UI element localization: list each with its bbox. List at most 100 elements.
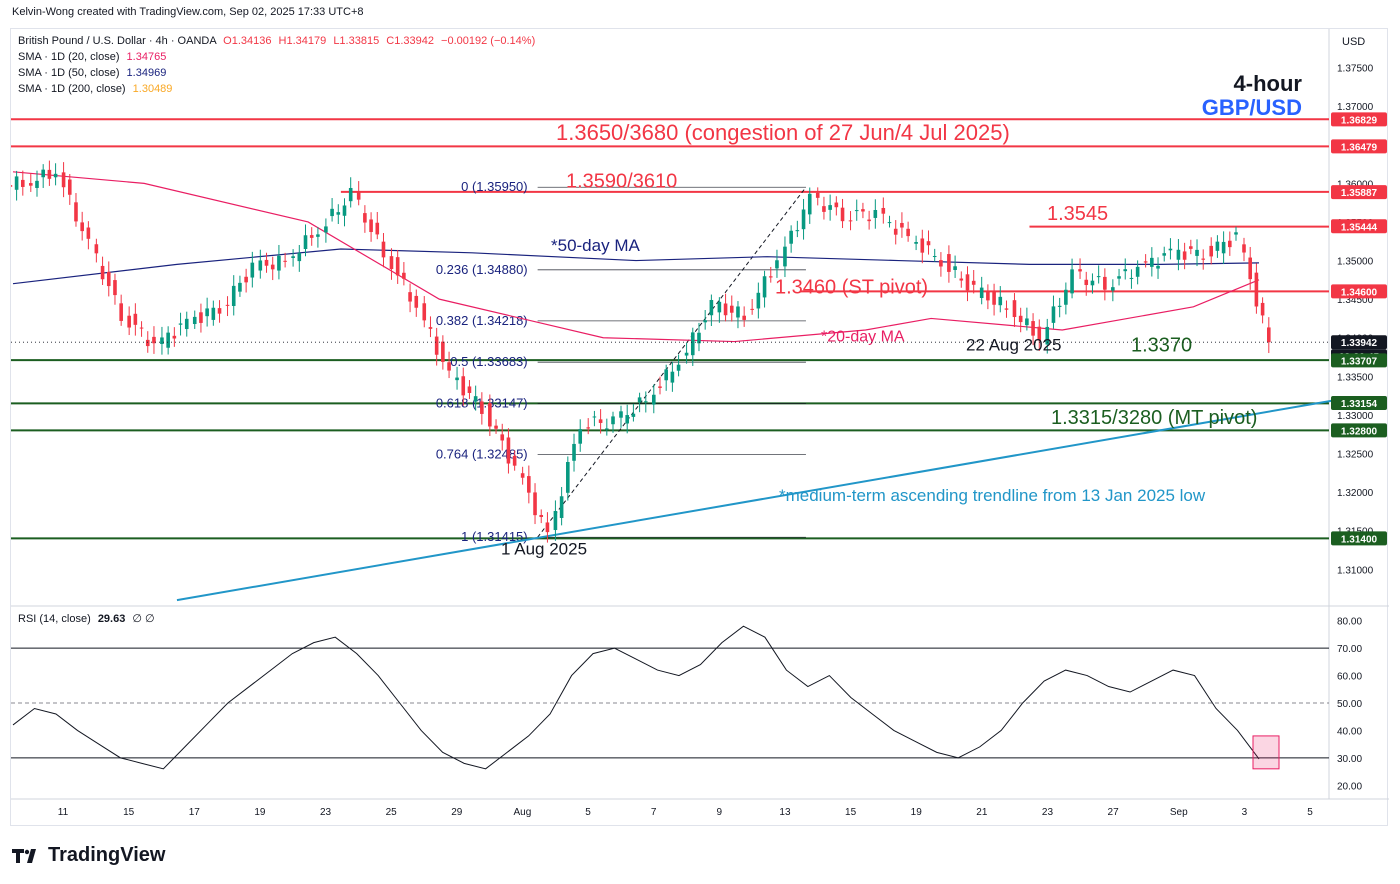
tradingview-logo-icon	[12, 848, 36, 863]
candle-body	[703, 320, 707, 323]
candle-body	[61, 172, 66, 188]
candle-body	[1045, 326, 1050, 345]
price-badge	[1331, 423, 1387, 438]
candle-body	[447, 362, 451, 371]
candle-body	[768, 276, 773, 278]
candle-body	[172, 335, 177, 339]
candle-body	[106, 271, 111, 287]
candle-body	[854, 210, 859, 212]
candle-body	[480, 401, 484, 414]
candle-body	[840, 207, 845, 222]
rsi-line	[12, 625, 1260, 770]
time-tick-label: 19	[911, 807, 923, 818]
candle-body	[494, 425, 498, 429]
candle-body	[598, 419, 603, 423]
price-tick-label: 1.36000	[1337, 179, 1374, 190]
candle-body	[1051, 306, 1056, 323]
price-chart[interactable]: 1.375001.370001.360001.355001.350001.345…	[11, 29, 1389, 827]
candle-body	[697, 332, 701, 344]
price-badge	[1331, 219, 1387, 234]
candle-body	[756, 292, 761, 309]
candle-body	[1117, 276, 1121, 279]
candle-body	[1209, 245, 1214, 257]
sma200-label: SMA · 1D (200, close)	[18, 83, 126, 95]
candle-body	[291, 256, 295, 259]
candle-body	[11, 185, 13, 187]
currency-label[interactable]: USD	[1342, 36, 1366, 48]
candle-body	[1025, 318, 1029, 326]
candle-body	[100, 265, 105, 280]
time-tick-label: 27	[1108, 807, 1120, 818]
candle-body	[926, 241, 931, 246]
time-tick-label: 17	[189, 807, 201, 818]
candle-body	[28, 183, 33, 186]
candle-body	[1004, 308, 1009, 310]
candle-body	[238, 282, 242, 292]
timeframe-block: 4-hour GBP/USD	[1202, 72, 1302, 120]
candle-body	[1103, 276, 1107, 290]
price-tick-label: 1.33500	[1337, 372, 1374, 383]
time-tick-label: 15	[845, 807, 857, 818]
st-pivot-annotation: 1.3460 (ST pivot)	[775, 276, 928, 298]
price-badge	[1331, 353, 1387, 368]
ohlc-legend: British Pound / U.S. Dollar · 4h · OANDA…	[18, 33, 535, 49]
candle-body	[971, 280, 976, 285]
candle-body	[783, 246, 787, 267]
candle-body	[178, 323, 183, 325]
candle-body	[14, 176, 19, 190]
symbol-label: British Pound / U.S. Dollar · 4h · OANDA	[18, 35, 217, 47]
candle-body	[211, 307, 216, 320]
candle-body	[1242, 244, 1246, 253]
candle-body	[953, 266, 957, 271]
candle-body	[959, 278, 964, 281]
candle-body	[316, 234, 320, 237]
candle-body	[119, 303, 123, 321]
candle-body	[428, 327, 433, 329]
candle-body	[900, 222, 904, 228]
candle-body	[402, 272, 406, 279]
candle-body	[1031, 321, 1035, 336]
candle-body	[434, 336, 439, 355]
candle-body	[41, 169, 45, 178]
candle-body	[684, 352, 689, 356]
candle-body	[414, 295, 419, 308]
candle-body	[605, 428, 609, 430]
trendline	[176, 398, 1340, 602]
candle-body	[979, 287, 984, 299]
candle-body	[920, 238, 925, 253]
candle-body	[664, 369, 668, 381]
candle-body	[264, 259, 269, 266]
candle-body	[67, 179, 72, 195]
candle-body	[152, 336, 156, 344]
candle-body	[1084, 279, 1089, 286]
chart-frame: 1.375001.370001.360001.355001.350001.345…	[10, 28, 1389, 827]
candle-body	[1221, 241, 1226, 254]
candle-body	[506, 437, 511, 464]
candle-body	[375, 222, 380, 235]
rsi-extra: ∅ ∅	[132, 613, 155, 625]
candle-body	[192, 316, 197, 325]
price-tick-label: 1.35000	[1337, 257, 1374, 268]
candle-body	[441, 341, 445, 362]
candle-body	[139, 327, 144, 329]
chart-credit: Kelvin-Wong created with TradingView.com…	[12, 6, 364, 18]
time-tick-label: 29	[451, 807, 463, 818]
resistance-annotation: 1.3590/3610	[566, 170, 677, 192]
timeframe-label: 4-hour	[1233, 71, 1302, 96]
time-tick-label: 11	[58, 807, 69, 818]
candle-body	[166, 332, 170, 348]
price-badge-label: 1.33942	[1341, 338, 1378, 349]
candle-body	[658, 386, 662, 388]
congestion-annotation: 1.3650/3680 (congestion of 27 Jun/4 Jul …	[556, 120, 1010, 145]
price-badge-label: 1.36479	[1341, 142, 1378, 153]
ma20-annotation: *20-day MA	[821, 328, 905, 345]
candle-body	[750, 308, 754, 310]
price-badge	[1331, 396, 1387, 411]
candle-body	[861, 209, 865, 212]
time-tick-label: 23	[320, 807, 332, 818]
candle-body	[932, 256, 937, 258]
high-value: H1.34179	[278, 35, 327, 47]
candle-body	[461, 376, 466, 396]
candle-body	[35, 180, 39, 188]
candle-body	[559, 496, 564, 518]
